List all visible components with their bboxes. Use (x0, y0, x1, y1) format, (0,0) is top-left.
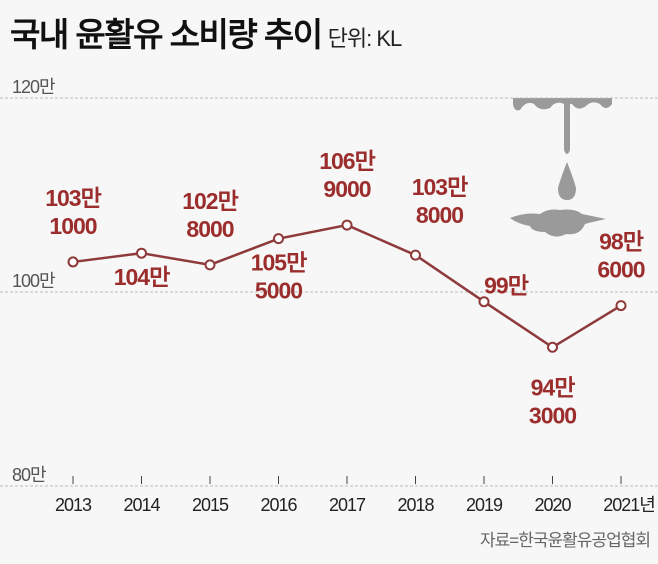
data-point (204, 259, 216, 271)
x-tick-label: 2015 (192, 495, 229, 515)
chart-title: 국내 윤활유 소비량 추이 단위: KL (10, 8, 403, 56)
data-label: 106만 (319, 148, 375, 174)
title-text: 국내 윤활유 소비량 추이 (10, 16, 323, 53)
y-tick-label: 120만 (12, 77, 55, 97)
data-point (410, 249, 421, 261)
data-label: 99만 (484, 273, 529, 299)
data-label: 1000 (49, 213, 96, 239)
unit-label: 단위: KL (327, 26, 403, 51)
data-point (547, 341, 558, 353)
data-label: 3000 (529, 402, 576, 428)
x-tick-label: 2020 (534, 495, 571, 515)
data-label: 103만 (412, 174, 468, 200)
data-label: 8000 (186, 216, 233, 242)
data-point (615, 300, 627, 312)
x-tick-label: 2017 (329, 495, 366, 515)
oil-drip-icon (510, 98, 612, 237)
data-point (136, 247, 147, 259)
data-label: 103만 (45, 185, 101, 211)
data-label: 9000 (323, 176, 370, 202)
x-tick-label: 2014 (123, 495, 160, 515)
data-point (478, 296, 490, 308)
source-note: 자료=한국윤활유공업협회 (480, 531, 651, 550)
x-tick-label: 2018 (397, 495, 434, 515)
data-point (273, 233, 284, 245)
data-label: 8000 (416, 202, 463, 228)
y-tick-label: 100만 (12, 271, 55, 291)
data-label: 98만 (599, 229, 644, 255)
y-tick-label: 80만 (12, 465, 46, 485)
x-tick-label: 2021년 (603, 495, 655, 515)
x-tick-label: 2016 (260, 495, 297, 515)
data-label: 102만 (182, 188, 238, 214)
data-label: 105만 (251, 250, 307, 276)
data-label: 5000 (255, 278, 302, 304)
data-label: 104만 (114, 264, 170, 290)
x-tick-label: 2019 (466, 495, 503, 515)
data-point (67, 256, 79, 268)
data-point (341, 219, 353, 231)
data-label: 94만 (531, 374, 576, 400)
data-label: 6000 (597, 257, 644, 283)
x-tick-label: 2013 (55, 495, 92, 515)
